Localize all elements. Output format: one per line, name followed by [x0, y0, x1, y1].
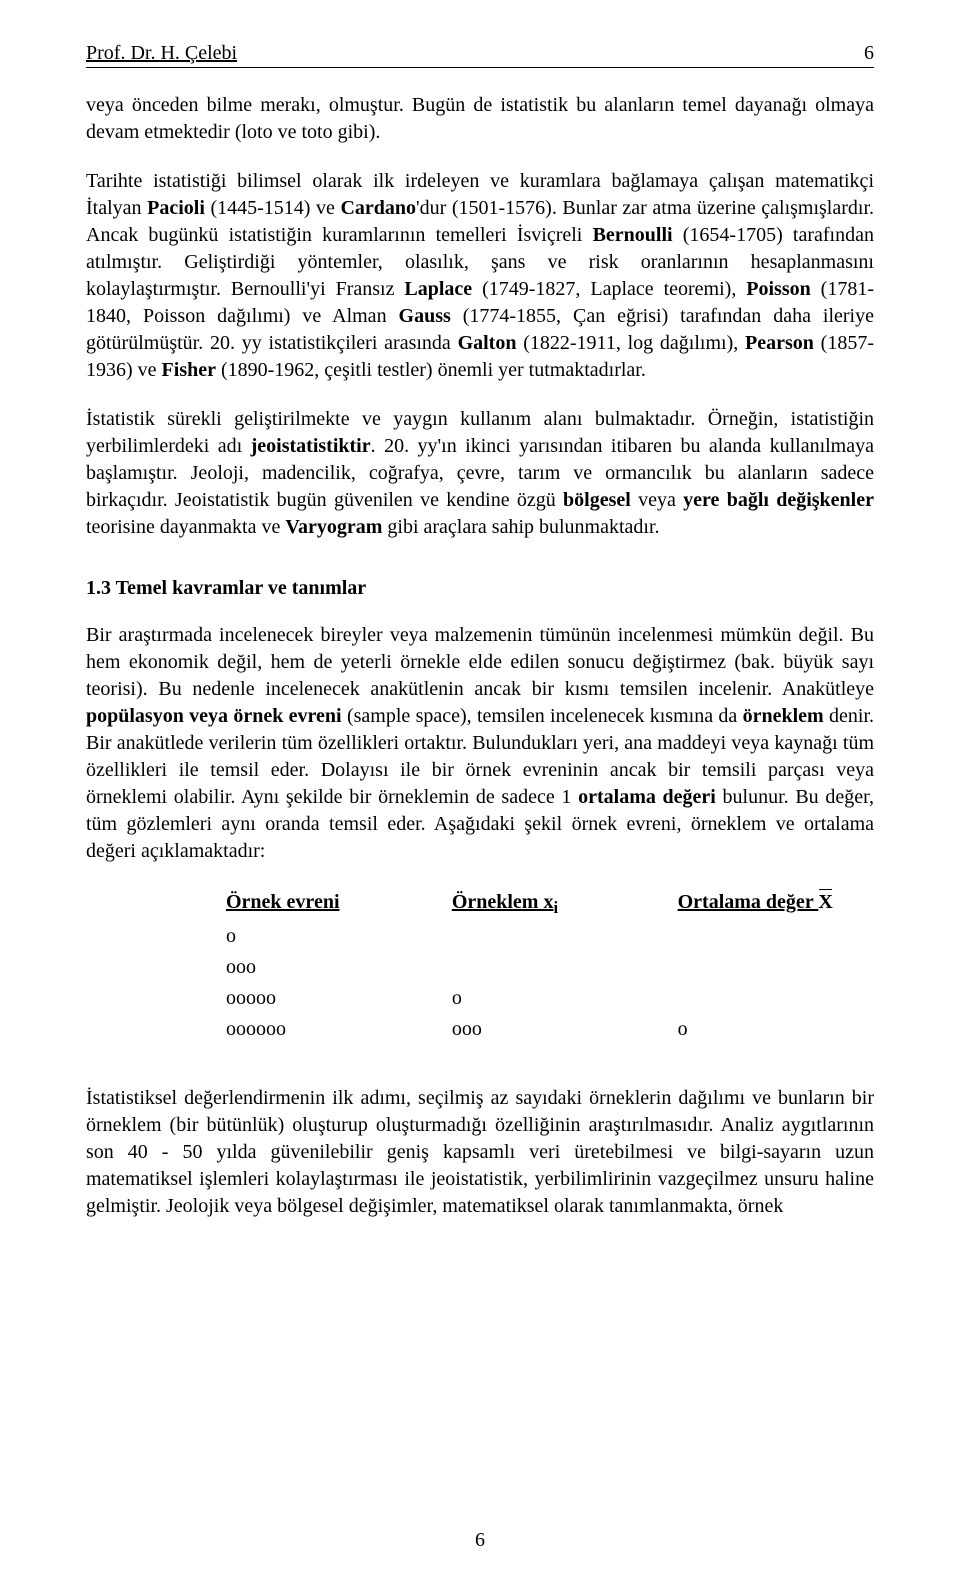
paragraph-3: İstatistik sürekli geliştirilmekte ve ya…	[86, 406, 874, 541]
paragraph-1: veya önceden bilme merakı, olmuştur. Bug…	[86, 92, 874, 146]
text: Örneklem x	[452, 891, 554, 913]
col-header-evreni: Örnek evreni	[226, 887, 452, 921]
figure-row: ooo	[226, 952, 874, 983]
name-pearson: Pearson	[745, 332, 814, 354]
cell: o	[678, 1014, 874, 1045]
name-bernoulli: Bernoulli	[593, 224, 673, 246]
bold-yere-bagli: yere bağlı değişkenler	[683, 489, 874, 511]
section-title: 1.3 Temel kavramlar ve tanımlar	[86, 577, 874, 600]
bold-ortalama: ortalama değeri	[578, 786, 716, 808]
figure-header-row: Örnek evreni Örneklem xi Ortalama değer …	[226, 887, 874, 921]
name-fisher: Fisher	[162, 359, 216, 381]
cell	[452, 952, 678, 983]
cell: ooo	[226, 952, 452, 983]
figure-row: ooooo o	[226, 983, 874, 1014]
text: (1822-1911, log dağılımı),	[516, 332, 745, 354]
paragraph-2: Tarihte istatistiği bilimsel olarak ilk …	[86, 168, 874, 384]
paragraph-4: Bir araştırmada incelenecek bireyler vey…	[86, 622, 874, 865]
x-bar-symbol: X	[818, 887, 832, 918]
cell: o	[226, 921, 452, 952]
cell	[678, 952, 874, 983]
cell	[678, 921, 874, 952]
figure-row: o	[226, 921, 874, 952]
name-galton: Galton	[458, 332, 517, 354]
footer-page-number: 6	[0, 1529, 960, 1552]
text: (1445-1514) ve	[205, 197, 341, 219]
header-page-number: 6	[864, 42, 874, 65]
name-gauss: Gauss	[399, 305, 451, 327]
cell: o	[452, 983, 678, 1014]
sample-space-figure: Örnek evreni Örneklem xi Ortalama değer …	[226, 887, 874, 1045]
paragraph-5: İstatistiksel değerlendirmenin ilk adımı…	[86, 1085, 874, 1220]
cell	[678, 983, 874, 1014]
bold-varyogram: Varyogram	[285, 516, 382, 538]
name-pacioli: Pacioli	[147, 197, 205, 219]
name-laplace: Laplace	[404, 278, 472, 300]
name-cardano: Cardano	[340, 197, 416, 219]
cell: ooooo	[226, 983, 452, 1014]
header-author: Prof. Dr. H. Çelebi	[86, 42, 237, 65]
text: Ortalama değer	[678, 891, 819, 913]
page: Prof. Dr. H. Çelebi 6 veya önceden bilme…	[0, 0, 960, 1580]
col-header-orneklem: Örneklem xi	[452, 887, 678, 921]
bold-jeoistatistik: jeoistatistiktir	[251, 435, 371, 457]
cell: oooooo	[226, 1014, 452, 1045]
text: (1890-1962, çeşitli testler) önemli yer …	[216, 359, 646, 381]
cell: ooo	[452, 1014, 678, 1045]
page-header: Prof. Dr. H. Çelebi 6	[86, 42, 874, 68]
subscript-i: i	[553, 898, 558, 917]
bold-populasyon: popülasyon veya örnek evreni	[86, 705, 342, 727]
figure-row: oooooo ooo o	[226, 1014, 874, 1045]
cell	[452, 921, 678, 952]
text: (1749-1827, Laplace teoremi),	[472, 278, 746, 300]
bold-orneklem: örneklem	[743, 705, 824, 727]
col-header-ortalama: Ortalama değer X	[678, 887, 874, 921]
name-poisson: Poisson	[746, 278, 810, 300]
bold-bolgesel: bölgesel	[563, 489, 631, 511]
